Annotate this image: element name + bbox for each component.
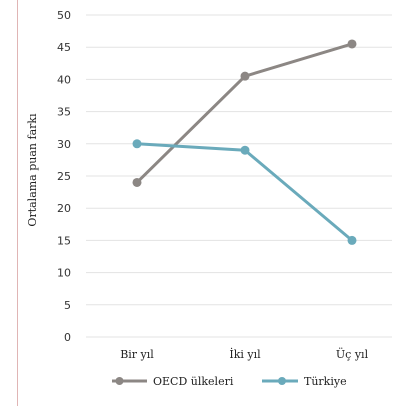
legend-label: Türkiye [304,375,347,388]
legend: OECD ülkeleri Türkiye [112,375,347,388]
series-line-0 [137,44,352,182]
data-point [348,39,357,48]
legend-label: OECD ülkeleri [153,375,234,388]
data-point [133,139,142,148]
x-category-label: Bir yıl [120,348,154,361]
y-tick-label: 10 [57,267,71,280]
series-lines [133,39,357,244]
grid-lines [86,15,392,337]
x-category-label: İki yıl [229,347,261,361]
y-tick-label: 40 [57,73,71,86]
y-tick-label: 45 [57,41,71,54]
x-category-label: Üç yıl [336,347,369,361]
y-tick-label: 25 [57,170,71,183]
legend-swatch-marker [278,377,286,385]
y-tick-label: 0 [64,331,71,344]
data-point [241,146,250,155]
legend-swatch-marker [116,377,124,385]
x-category-labels: Bir yıl İki yıl Üç yıl [120,347,368,361]
y-tick-label: 5 [64,299,71,312]
y-tick-label: 35 [57,106,71,119]
data-point [348,236,357,245]
y-tick-label: 50 [57,9,71,22]
y-tick-label: 15 [57,234,71,247]
data-point [241,72,250,81]
data-point [133,178,142,187]
series-line-1 [137,144,352,241]
y-tick-labels: 0 5 10 15 20 25 30 35 40 45 50 [57,9,71,344]
y-tick-label: 30 [57,138,71,151]
y-tick-label: 20 [57,202,71,215]
y-axis-title: Ortalama puan farkı [26,113,39,227]
